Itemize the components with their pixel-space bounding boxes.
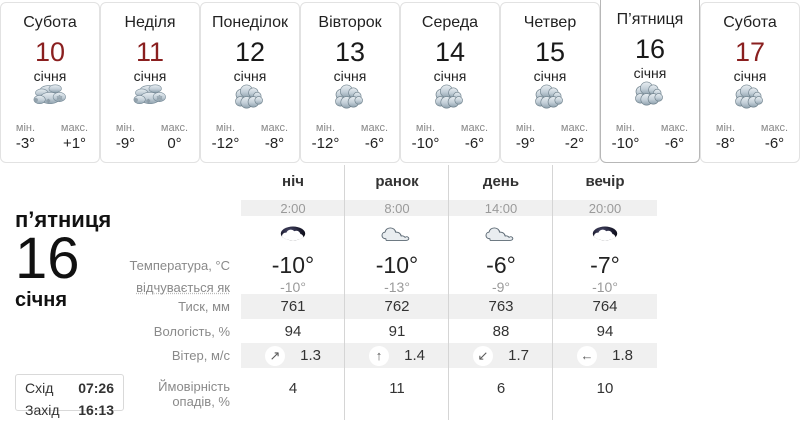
svg-text:❄: ❄	[146, 98, 151, 105]
svg-text:❄: ❄	[34, 97, 39, 104]
svg-text:❄: ❄	[46, 98, 51, 105]
svg-text:❄: ❄	[156, 94, 163, 103]
svg-text:❄: ❄	[134, 97, 139, 104]
svg-text:❄: ❄	[56, 94, 63, 103]
